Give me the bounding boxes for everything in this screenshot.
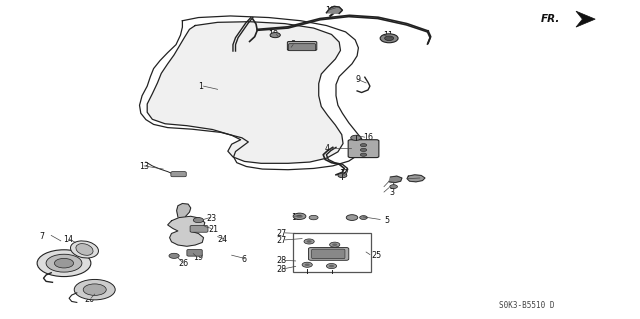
Circle shape <box>338 173 347 178</box>
FancyBboxPatch shape <box>312 249 345 259</box>
Text: 17: 17 <box>339 169 349 178</box>
Polygon shape <box>168 216 205 246</box>
Circle shape <box>270 33 280 38</box>
FancyBboxPatch shape <box>190 226 208 232</box>
Circle shape <box>169 253 179 258</box>
Text: 20: 20 <box>84 295 95 304</box>
Text: 21: 21 <box>208 225 218 234</box>
Polygon shape <box>147 22 343 163</box>
Circle shape <box>304 239 314 244</box>
Circle shape <box>360 148 367 152</box>
Circle shape <box>293 213 306 219</box>
Polygon shape <box>576 11 595 27</box>
Circle shape <box>74 279 115 300</box>
Circle shape <box>360 216 367 219</box>
Text: FR.: FR. <box>541 14 560 24</box>
Ellipse shape <box>70 241 99 258</box>
Circle shape <box>385 36 394 41</box>
Text: 27: 27 <box>276 236 287 245</box>
Text: 26: 26 <box>178 259 188 268</box>
Polygon shape <box>326 6 342 13</box>
Circle shape <box>360 144 367 147</box>
Circle shape <box>54 258 74 268</box>
Text: 10: 10 <box>325 6 335 15</box>
Text: 28: 28 <box>276 265 287 274</box>
Circle shape <box>351 135 361 140</box>
Circle shape <box>37 250 91 277</box>
Text: 12: 12 <box>408 175 419 184</box>
Circle shape <box>83 284 106 295</box>
Text: 24: 24 <box>217 235 227 244</box>
FancyBboxPatch shape <box>287 41 317 50</box>
Text: 3: 3 <box>389 189 394 197</box>
Polygon shape <box>407 175 425 182</box>
Circle shape <box>302 262 312 267</box>
Polygon shape <box>177 204 191 217</box>
Circle shape <box>326 263 337 269</box>
Circle shape <box>346 215 358 220</box>
Text: 19: 19 <box>193 253 204 262</box>
Circle shape <box>390 185 397 189</box>
Circle shape <box>330 242 340 247</box>
Text: 4: 4 <box>325 144 330 153</box>
Circle shape <box>305 263 310 266</box>
Text: 28: 28 <box>276 256 287 265</box>
Text: 23: 23 <box>206 214 216 223</box>
FancyBboxPatch shape <box>289 44 316 51</box>
Text: 6: 6 <box>242 255 247 263</box>
Circle shape <box>332 243 337 246</box>
FancyBboxPatch shape <box>308 248 349 260</box>
Text: 15: 15 <box>291 213 301 222</box>
Bar <box>293 233 371 272</box>
Text: 5: 5 <box>384 216 389 225</box>
FancyBboxPatch shape <box>348 140 379 158</box>
Circle shape <box>360 153 367 156</box>
Circle shape <box>296 215 303 218</box>
Text: 8: 8 <box>291 40 296 49</box>
Text: 18: 18 <box>268 30 278 39</box>
Text: 27: 27 <box>276 229 287 238</box>
Text: 1: 1 <box>198 82 204 91</box>
Text: 7: 7 <box>40 232 45 241</box>
Polygon shape <box>389 176 402 182</box>
Text: 11: 11 <box>383 31 393 40</box>
FancyBboxPatch shape <box>187 249 202 256</box>
Text: 9: 9 <box>356 75 361 84</box>
Text: 25: 25 <box>371 251 381 260</box>
Circle shape <box>309 215 318 220</box>
FancyBboxPatch shape <box>171 172 186 177</box>
Text: 2: 2 <box>389 182 394 191</box>
Text: S0K3-B5510 D: S0K3-B5510 D <box>499 301 555 310</box>
Circle shape <box>46 254 82 272</box>
Circle shape <box>329 265 334 267</box>
Circle shape <box>193 218 204 223</box>
Circle shape <box>380 34 398 43</box>
Circle shape <box>307 240 312 243</box>
Text: 16: 16 <box>364 133 374 142</box>
Text: 14: 14 <box>63 235 73 244</box>
Text: 13: 13 <box>140 162 150 171</box>
Ellipse shape <box>76 244 93 255</box>
